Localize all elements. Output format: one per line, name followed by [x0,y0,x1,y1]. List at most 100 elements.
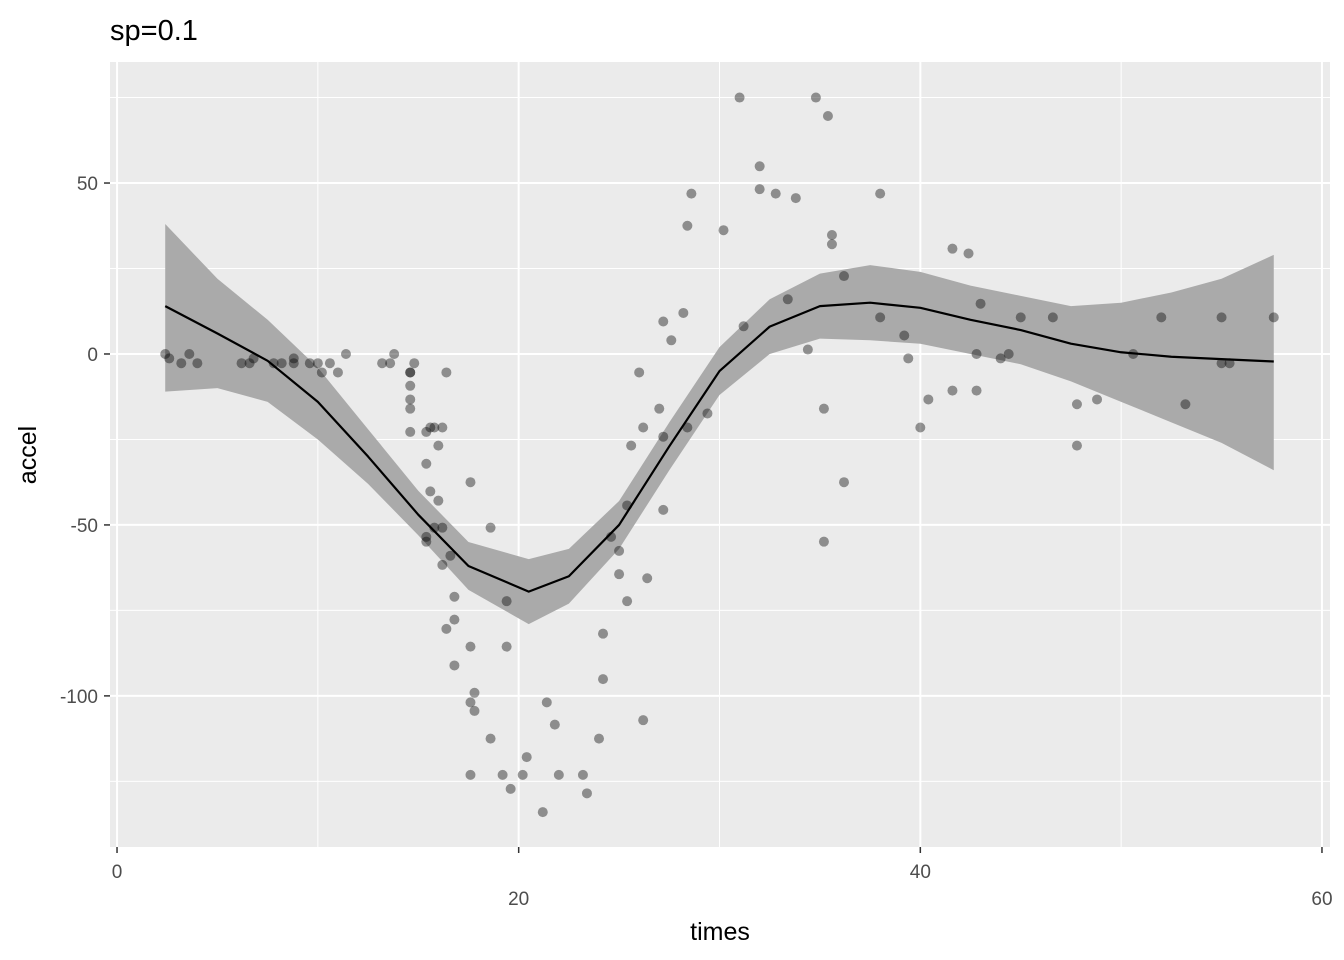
point [505,783,516,794]
point [192,358,203,369]
point [312,358,323,369]
point [236,358,247,369]
point [405,426,416,437]
point [316,367,327,378]
point [485,522,496,533]
point [1268,312,1279,323]
point [1216,358,1227,369]
point [421,536,432,547]
point [405,380,416,391]
point [923,394,934,405]
point [790,193,801,204]
point [903,353,914,364]
point [738,321,749,332]
point [1156,312,1167,323]
point [501,596,512,607]
point [634,367,645,378]
point [682,220,693,231]
point [826,239,837,250]
point [598,628,609,639]
point [1047,312,1058,323]
point [332,367,343,378]
point [686,188,697,199]
point [622,596,633,607]
point [947,243,958,254]
panel [110,62,1330,847]
grid [110,62,1330,847]
point [754,184,765,195]
point [405,367,416,378]
smooth-line [164,301,1274,593]
point [826,230,837,241]
point [164,353,175,364]
y-tick-label: 50 [77,174,98,195]
point [581,788,592,799]
point [875,188,886,199]
point [497,769,508,780]
point [818,403,829,414]
point [754,161,765,172]
point [770,188,781,199]
y-tick-label: -50 [71,516,98,537]
point [614,569,625,580]
point [810,92,821,103]
point [975,298,986,309]
point [678,307,689,318]
point [541,697,552,708]
point [429,522,440,533]
x-axis-label: times [690,918,750,946]
point [441,367,452,378]
point [1216,312,1227,323]
point [469,687,480,698]
point [642,573,653,584]
point [385,358,396,369]
point [658,431,669,442]
marks [160,92,1279,818]
point [465,641,476,652]
chart-title: sp=0.1 [110,15,198,47]
point [421,531,432,542]
point [537,807,548,818]
point [445,550,456,561]
point [433,495,444,506]
point [409,358,420,369]
point [1003,348,1014,359]
point [449,660,460,671]
point [899,330,910,341]
point [549,719,560,730]
point [465,769,476,780]
point [734,92,745,103]
point [433,440,444,451]
point [1092,394,1103,405]
point [875,312,886,323]
x-tick-label: 60 [1311,889,1332,910]
point [449,614,460,625]
point [839,477,850,488]
point [437,522,448,533]
point [276,358,287,369]
point [1224,358,1235,369]
x-tick-label: 0 [112,862,123,883]
point [405,394,416,405]
point [971,348,982,359]
point [501,641,512,652]
point [654,403,665,414]
point [1015,312,1026,323]
point [521,752,532,763]
point [626,440,637,451]
point [425,486,436,497]
point [469,705,480,716]
point [682,422,693,433]
axes: 0 20 40 60 -100 -50 0 50 [60,174,1333,910]
point [915,422,926,433]
point [405,403,416,414]
point [822,111,833,122]
point [449,591,460,602]
point [598,674,609,685]
point [1071,399,1082,410]
point [389,348,400,359]
point [437,559,448,570]
point [421,458,432,469]
